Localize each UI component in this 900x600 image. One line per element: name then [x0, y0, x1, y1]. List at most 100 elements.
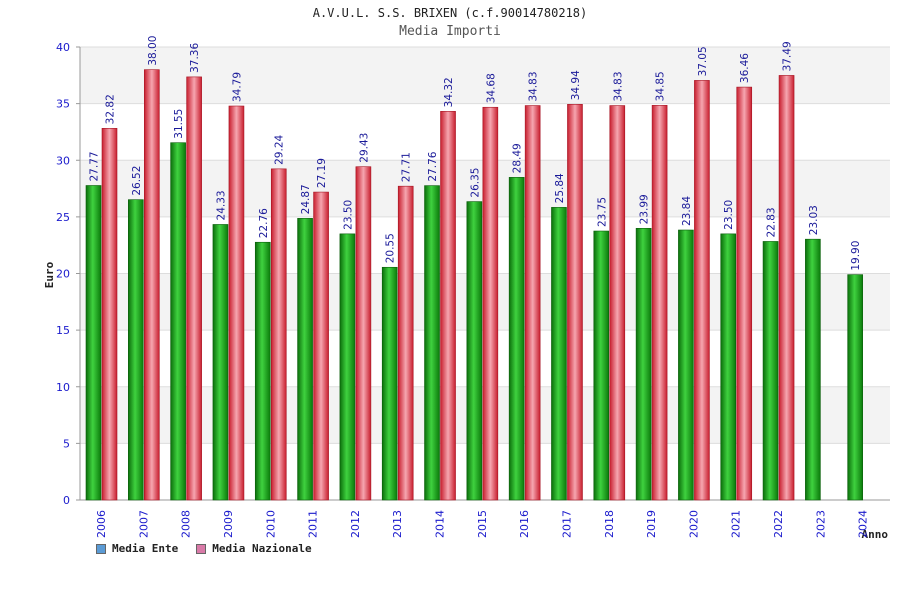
legend-label-nazionale: Media Nazionale — [212, 542, 312, 555]
chart-legend: Media Ente Media Nazionale — [96, 542, 312, 555]
data-label-media-ente: 23.03 — [808, 205, 820, 235]
x-tick-label: 2018 — [603, 510, 616, 538]
bar-media-ente — [466, 201, 483, 501]
data-label-media-nazionale: 37.49 — [782, 41, 794, 71]
data-label-media-nazionale: 34.83 — [612, 71, 624, 101]
legend-swatch-nazionale — [196, 543, 207, 554]
x-tick-label: 2022 — [772, 510, 785, 538]
data-label-media-ente: 28.49 — [512, 143, 524, 173]
data-label-media-nazionale: 34.83 — [528, 71, 540, 101]
bar-media-ente — [635, 228, 652, 501]
data-label-media-ente: 27.76 — [427, 151, 439, 181]
data-label-media-ente: 22.83 — [766, 207, 778, 237]
bar-media-ente — [381, 266, 398, 501]
data-label-media-ente: 25.84 — [554, 173, 566, 203]
bar-media-ente — [128, 199, 144, 501]
bar-media-nazionale — [313, 191, 329, 501]
data-label-media-ente: 26.52 — [131, 166, 143, 196]
data-label-media-ente: 23.84 — [681, 196, 693, 226]
bar-media-nazionale — [144, 69, 160, 501]
bar-media-nazionale — [778, 75, 795, 501]
data-label-media-nazionale: 34.94 — [570, 70, 582, 100]
bar-media-nazionale — [270, 168, 287, 501]
data-label-media-ente: 23.75 — [596, 197, 608, 227]
bar-media-ente — [720, 233, 737, 501]
bar-media-nazionale — [609, 105, 626, 501]
y-tick-label: 30 — [56, 154, 70, 167]
data-label-media-ente: 20.55 — [385, 233, 397, 263]
y-tick-label: 15 — [56, 324, 70, 337]
bar-media-ente — [212, 224, 229, 501]
bar-media-ente — [85, 185, 102, 501]
bar-media-ente — [551, 207, 567, 501]
data-label-media-nazionale: 32.82 — [105, 94, 117, 124]
data-label-media-nazionale: 34.68 — [485, 73, 497, 103]
data-label-media-nazionale: 29.43 — [358, 133, 370, 163]
x-tick-label: 2019 — [645, 510, 658, 538]
y-tick-label: 10 — [56, 381, 70, 394]
bar-media-nazionale — [482, 106, 499, 501]
data-label-media-nazionale: 37.36 — [189, 43, 201, 73]
data-label-media-ente: 23.99 — [639, 194, 651, 224]
bar-media-ente — [424, 185, 440, 501]
data-label-media-nazionale: 34.85 — [655, 71, 667, 101]
legend-item-nazionale: Media Nazionale — [196, 542, 312, 555]
legend-label-ente: Media Ente — [112, 542, 179, 555]
data-label-media-nazionale: 27.19 — [316, 158, 328, 188]
x-tick-label: 2008 — [180, 510, 193, 538]
x-tick-label: 2017 — [560, 510, 573, 538]
x-tick-label: 2013 — [391, 510, 404, 538]
x-tick-label: 2009 — [222, 510, 235, 538]
data-label-media-ente: 24.33 — [215, 190, 227, 220]
bar-media-nazionale — [101, 128, 118, 501]
bar-media-ente — [254, 241, 271, 501]
bar-media-ente — [297, 218, 313, 501]
y-tick-label: 20 — [56, 268, 70, 281]
chart-title: A.V.U.L. S.S. BRIXEN (c.f.90014780218) — [312, 6, 588, 20]
bar-media-ente — [678, 229, 694, 501]
bar-media-ente — [170, 142, 186, 501]
y-tick-label: 35 — [56, 98, 70, 111]
x-tick-label: 2010 — [264, 510, 277, 538]
grid-band — [80, 47, 890, 104]
bar-media-nazionale — [397, 185, 414, 501]
chart-subtitle: Media Importi — [399, 24, 501, 39]
x-axis-label: Anno — [862, 528, 889, 541]
data-label-media-ente: 19.90 — [850, 241, 862, 271]
data-label-media-nazionale: 37.05 — [697, 46, 709, 76]
y-tick-label: 40 — [56, 41, 70, 54]
x-tick-label: 2021 — [730, 510, 743, 538]
y-tick-label: 0 — [63, 494, 70, 507]
x-tick-label: 2020 — [687, 510, 700, 538]
data-label-media-nazionale: 38.00 — [147, 36, 159, 66]
y-tick-label: 25 — [56, 211, 70, 224]
data-label-media-ente: 24.87 — [300, 184, 312, 214]
bar-media-nazionale — [651, 105, 668, 501]
x-tick-label: 2007 — [137, 510, 150, 538]
bar-media-ente — [762, 241, 779, 501]
bar-media-nazionale — [355, 166, 372, 501]
data-label-media-ente: 26.35 — [469, 168, 481, 198]
data-label-media-ente: 31.55 — [173, 109, 185, 139]
x-tick-label: 2011 — [307, 510, 320, 538]
x-tick-label: 2016 — [518, 510, 531, 538]
legend-swatch-ente — [96, 543, 106, 554]
x-tick-label: 2006 — [95, 510, 108, 538]
bar-media-nazionale — [186, 76, 202, 501]
bar-media-nazionale — [524, 105, 541, 501]
data-label-media-ente: 23.50 — [723, 200, 735, 230]
data-label-media-nazionale: 27.71 — [401, 152, 413, 182]
bar-media-nazionale — [440, 111, 456, 501]
bar-media-ente — [805, 238, 821, 501]
bar-media-ente — [593, 230, 610, 501]
data-label-media-ente: 27.77 — [89, 151, 101, 181]
y-axis-label: Euro — [43, 261, 56, 288]
data-label-media-nazionale: 34.79 — [231, 72, 243, 102]
x-tick-label: 2015 — [476, 510, 489, 538]
bar-media-nazionale — [567, 104, 583, 501]
bar-media-ente — [847, 274, 863, 501]
legend-item-ente: Media Ente — [96, 542, 178, 555]
x-tick-label: 2024 — [857, 510, 870, 538]
y-tick-label: 5 — [63, 437, 70, 450]
